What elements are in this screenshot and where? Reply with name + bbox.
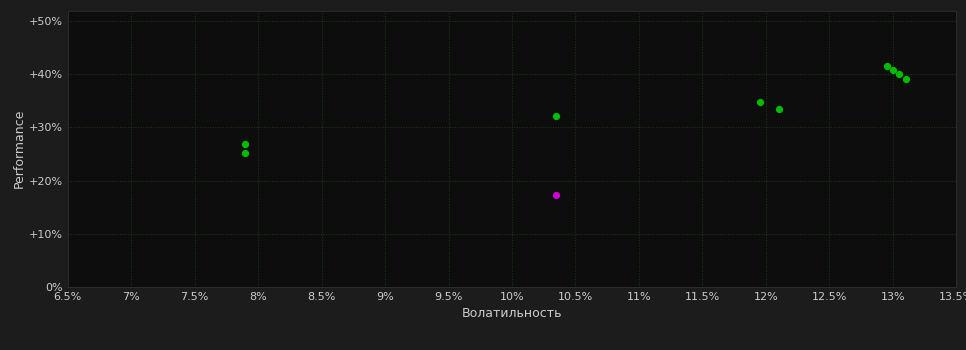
Point (549, 113, 564, 119)
Point (238, 142, 253, 147)
Point (885, 67, 900, 73)
Point (892, 71, 907, 77)
Point (897, 76, 913, 81)
Y-axis label: Performance: Performance (13, 109, 26, 188)
Point (549, 192, 564, 198)
X-axis label: Волатильность: Волатильность (462, 307, 562, 320)
Point (771, 107, 786, 112)
Point (238, 150, 253, 156)
Point (879, 64, 895, 69)
Point (752, 99, 767, 105)
